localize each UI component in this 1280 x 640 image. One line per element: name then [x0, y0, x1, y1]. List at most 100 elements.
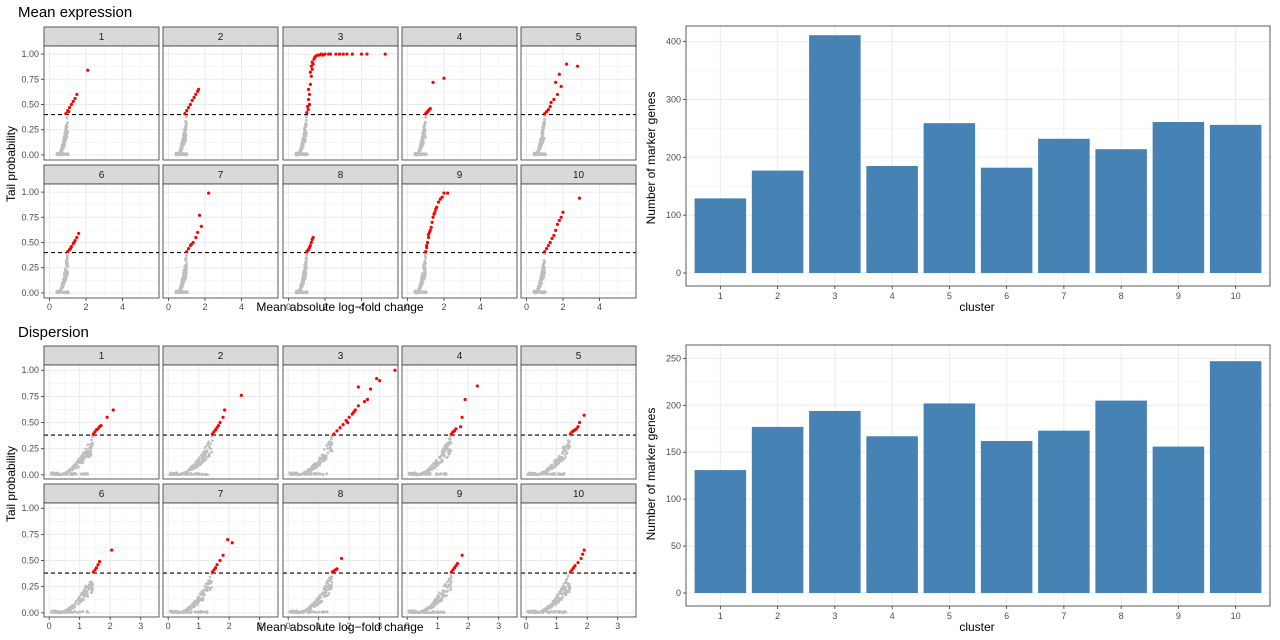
background-point — [563, 447, 566, 450]
background-point — [306, 472, 310, 476]
background-point — [539, 290, 543, 294]
background-point — [208, 446, 212, 450]
background-point — [326, 451, 330, 454]
background-point — [419, 611, 422, 614]
background-point — [59, 290, 63, 293]
facet-border — [162, 183, 279, 299]
marker-point — [310, 67, 314, 71]
marker-point — [308, 82, 312, 86]
background-point — [315, 611, 318, 614]
y-tick-label: 0.75 — [21, 212, 39, 222]
background-point — [422, 609, 425, 612]
background-point — [298, 472, 302, 476]
background-point — [330, 441, 334, 444]
marker-point — [356, 404, 360, 408]
background-point — [204, 586, 208, 589]
background-point — [304, 257, 308, 261]
facet-plot-area — [283, 503, 398, 617]
background-point — [72, 606, 75, 610]
background-point — [210, 435, 214, 438]
background-point — [86, 455, 89, 458]
background-point — [203, 446, 207, 450]
marker-point — [425, 240, 430, 245]
marker-point — [383, 52, 387, 56]
background-point — [438, 455, 441, 459]
background-point — [330, 435, 333, 438]
background-point — [422, 152, 426, 155]
background-point — [562, 449, 566, 453]
background-point — [65, 272, 68, 276]
x-tick-label: 2 — [108, 621, 113, 631]
background-point — [537, 285, 541, 289]
facet-border — [520, 45, 637, 161]
background-point — [62, 152, 66, 156]
background-point — [326, 447, 329, 450]
facet-strip-label: 5 — [576, 351, 582, 362]
background-point — [424, 267, 427, 271]
facet-border — [401, 364, 518, 480]
background-point — [300, 278, 304, 282]
x-tick-label: 1 — [196, 621, 201, 631]
facet-plot-area — [402, 503, 517, 617]
background-point — [53, 472, 56, 476]
facet-strip-label: 10 — [573, 170, 585, 181]
background-point — [89, 449, 93, 453]
background-point — [419, 142, 422, 146]
background-point — [441, 610, 445, 614]
marker-point — [455, 562, 460, 566]
marker-point — [577, 420, 582, 425]
background-point — [303, 291, 307, 294]
marker-point — [365, 397, 370, 402]
background-point — [82, 595, 86, 599]
facet-strip-label: 7 — [218, 170, 224, 181]
background-point — [424, 122, 427, 125]
background-point — [195, 460, 198, 463]
marker-point — [430, 220, 434, 224]
facet-plot-area — [163, 46, 278, 160]
marker-point — [68, 246, 73, 251]
marker-point — [557, 72, 561, 76]
background-point — [63, 268, 67, 271]
facet-plot-area — [44, 184, 159, 298]
marker-point — [199, 224, 203, 228]
background-point — [323, 458, 327, 461]
background-point — [562, 457, 566, 461]
marker-point — [194, 235, 198, 240]
background-point — [326, 585, 329, 589]
background-point — [210, 450, 214, 454]
background-points — [168, 572, 214, 615]
facet-plot-area — [402, 46, 517, 160]
facet-panel-1: 1 0.00 0.25 0.50 0.75 1.00 — [21, 345, 160, 480]
background-point — [208, 588, 212, 592]
marker-point — [426, 235, 431, 240]
background-point — [66, 153, 70, 157]
background-point — [550, 472, 553, 476]
background-point — [306, 469, 310, 472]
background-points — [407, 434, 453, 477]
background-point — [562, 582, 566, 585]
background-point — [435, 472, 438, 475]
marker-point — [307, 102, 312, 107]
marker-point — [335, 567, 339, 571]
background-point — [204, 452, 207, 455]
marker-point — [317, 53, 322, 57]
background-point — [326, 593, 330, 597]
background-point — [546, 472, 550, 475]
background-point — [180, 611, 184, 614]
background-point — [296, 472, 299, 475]
y-tick-label: 1.00 — [21, 49, 39, 59]
background-point — [201, 472, 204, 476]
background-point — [558, 455, 561, 458]
background-point — [420, 138, 424, 141]
x-tick-label: 2 — [83, 302, 88, 312]
background-point — [560, 473, 564, 476]
background-points — [532, 252, 547, 295]
facet-plot-area — [402, 184, 517, 298]
background-point — [210, 586, 213, 589]
background-point — [304, 115, 308, 119]
background-point — [72, 611, 75, 614]
background-point — [449, 587, 452, 591]
background-point — [432, 605, 436, 608]
background-point — [330, 437, 333, 441]
